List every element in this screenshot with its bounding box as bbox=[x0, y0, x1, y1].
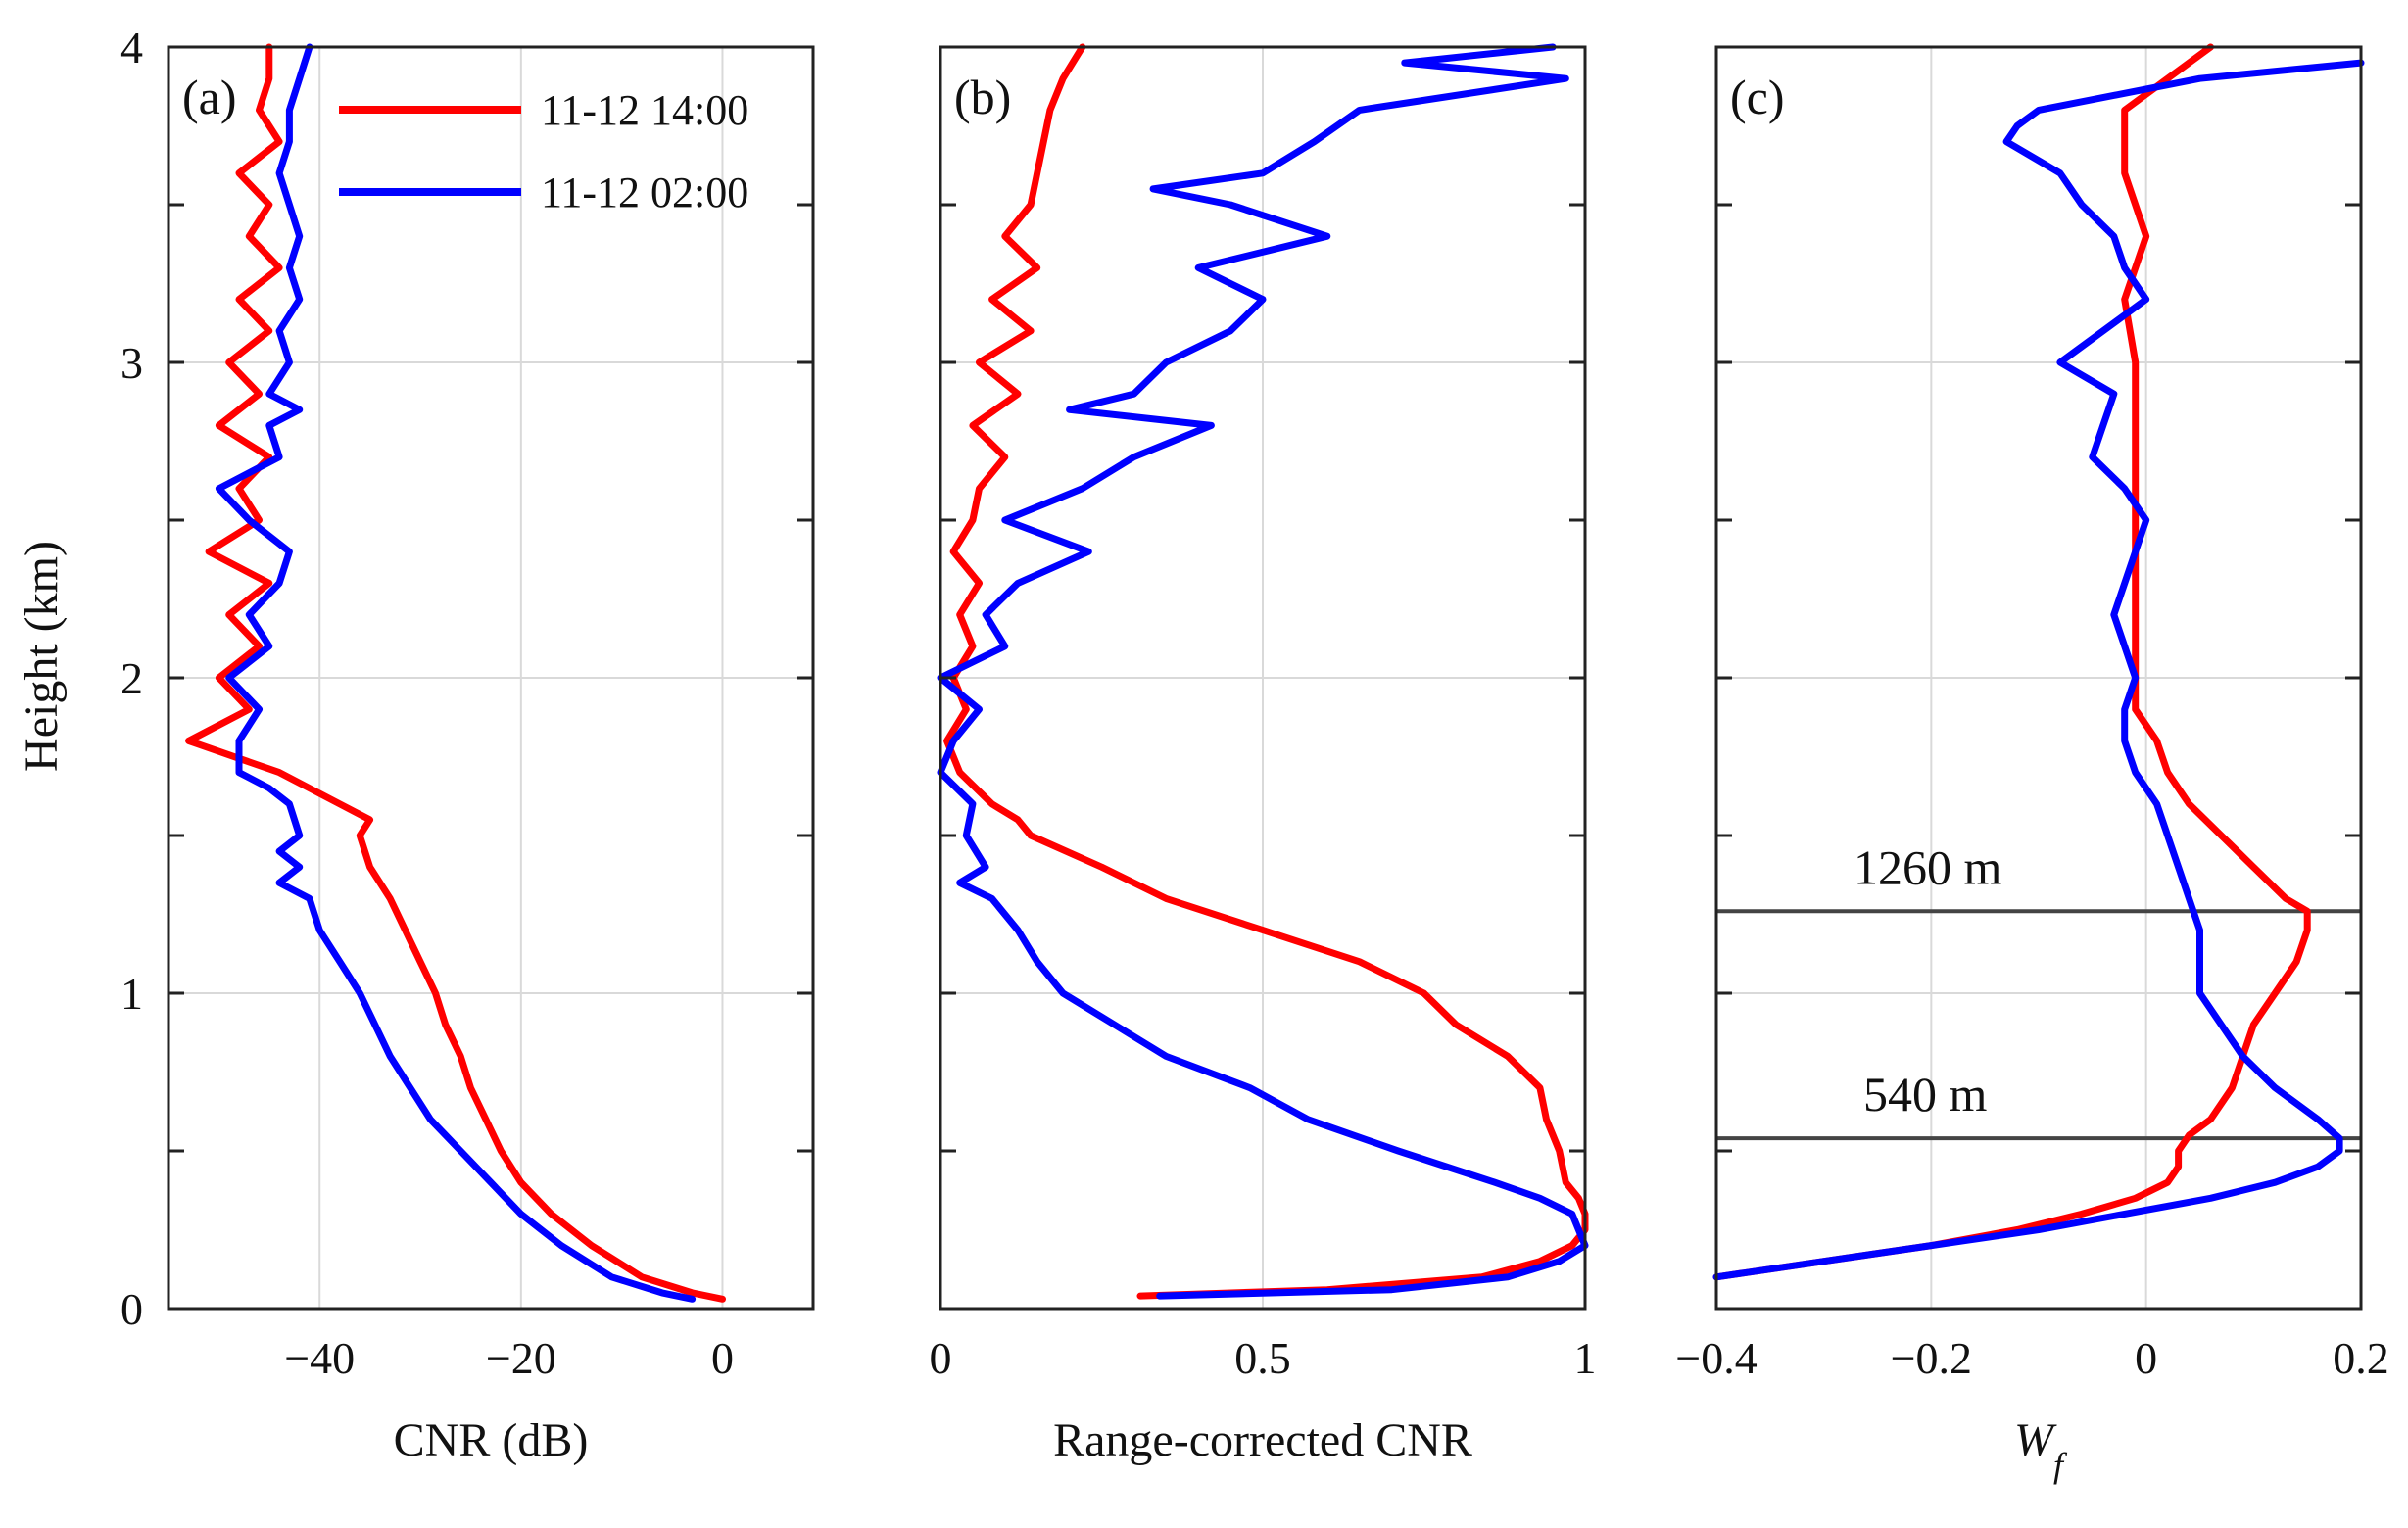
x-axis-label: CNR (dB) bbox=[394, 1414, 589, 1466]
y-tick-label: 3 bbox=[120, 338, 143, 388]
reference-label-1260-m: 1260 m bbox=[1854, 839, 2002, 894]
x-tick-label: 0 bbox=[2135, 1333, 2157, 1383]
y-tick-label: 0 bbox=[120, 1284, 143, 1334]
x-axis-label: Wf bbox=[2014, 1414, 2068, 1485]
panel-label: (b) bbox=[954, 70, 1011, 124]
y-tick-label: 2 bbox=[120, 653, 143, 703]
x-axis-label: Range-corrected CNR bbox=[1053, 1414, 1472, 1466]
series-line-11-12-02-00 bbox=[215, 43, 697, 1303]
x-tick-label: −0.4 bbox=[1675, 1333, 1757, 1383]
series-line-11-12-14-00 bbox=[943, 43, 1589, 1300]
x-tick-label: 0.2 bbox=[2333, 1333, 2389, 1383]
x-tick-label: −0.2 bbox=[1891, 1333, 1972, 1383]
x-axis-label-subscript: f bbox=[2053, 1446, 2068, 1485]
series-line-11-12-02-00 bbox=[1712, 59, 2365, 1281]
legend: 11-12 14:00 11-12 02:00 bbox=[339, 86, 748, 216]
series-line-11-12-14-00 bbox=[1712, 43, 2311, 1281]
panel-b: 0 0.5 1 Range-corrected CNR (b) bbox=[930, 43, 1597, 1466]
legend-label-0: 11-12 14:00 bbox=[541, 86, 748, 134]
y-tick-label: 1 bbox=[120, 969, 143, 1019]
x-tick-label: −40 bbox=[284, 1333, 355, 1383]
panel-label: (a) bbox=[182, 70, 237, 124]
legend-label-1: 11-12 02:00 bbox=[541, 168, 748, 216]
reference-label-540-m: 540 m bbox=[1863, 1067, 1988, 1122]
x-tick-label: 1 bbox=[1574, 1333, 1597, 1383]
x-tick-label: 0.5 bbox=[1234, 1333, 1291, 1383]
series-line-11-12-14-00 bbox=[185, 43, 726, 1303]
x-tick-label: 0 bbox=[711, 1333, 734, 1383]
y-axis-label: Height (km) bbox=[16, 541, 68, 772]
panel-label: (c) bbox=[1730, 70, 1785, 124]
x-tick-label: 0 bbox=[930, 1333, 952, 1383]
y-tick-label: 4 bbox=[120, 23, 143, 72]
series-line-11-12-02-00 bbox=[937, 43, 1589, 1300]
panel-c: 1260 m 540 m −0.4 −0.2 0 0.2 Wf (c) bbox=[1675, 43, 2389, 1485]
panel-a: 0 1 2 3 4 −40 −20 0 CNR (dB) (a) bbox=[120, 23, 815, 1466]
x-tick-label: −20 bbox=[486, 1333, 556, 1383]
